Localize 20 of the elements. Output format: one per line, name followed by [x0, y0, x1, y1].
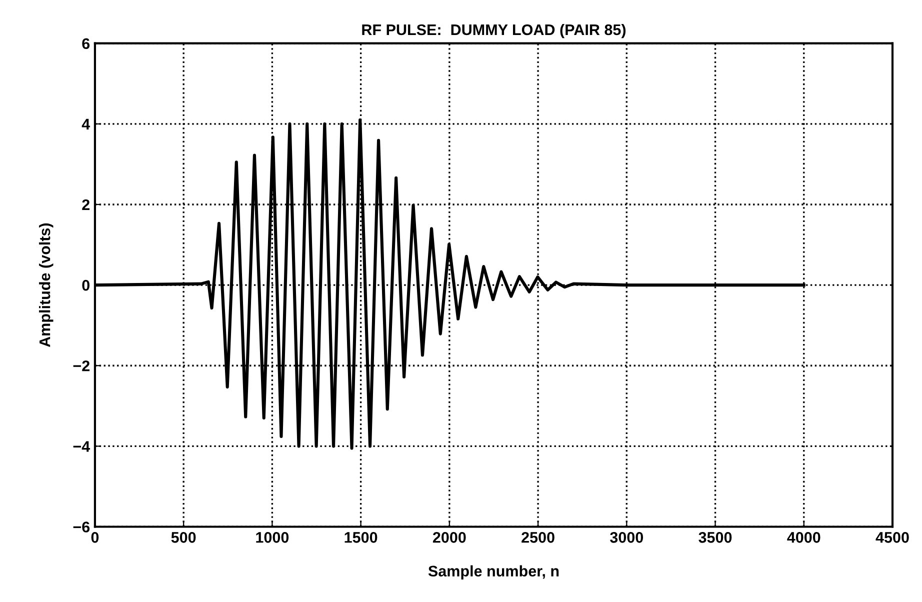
x-tick-label: 0	[91, 532, 99, 543]
y-tick-label: 0	[82, 280, 90, 291]
x-tick-label: 3500	[698, 532, 732, 543]
chart-title: RF PULSE: DUMMY LOAD (PAIR 85)	[362, 24, 626, 38]
x-tick-label: 2000	[432, 532, 466, 543]
y-tick-label: −2	[73, 360, 90, 372]
x-tick-label: 1000	[256, 532, 289, 543]
y-tick-label: 2	[82, 199, 90, 210]
x-tick-label: 500	[171, 532, 196, 543]
x-tick-label: 1500	[344, 532, 378, 543]
x-tick-label: 4500	[876, 532, 909, 543]
y-tick-label: 4	[82, 118, 90, 130]
y-axis-title: Amplitude (volts)	[39, 223, 54, 348]
x-tick-label: 2500	[522, 532, 554, 543]
y-tick-label: 6	[82, 38, 90, 50]
x-tick-label: 3000	[610, 532, 644, 543]
y-tick-label: −6	[73, 522, 90, 532]
x-axis-title: Sample number, n	[428, 565, 559, 580]
x-tick-label: 4000	[787, 532, 820, 543]
y-tick-label: −4	[73, 441, 90, 452]
